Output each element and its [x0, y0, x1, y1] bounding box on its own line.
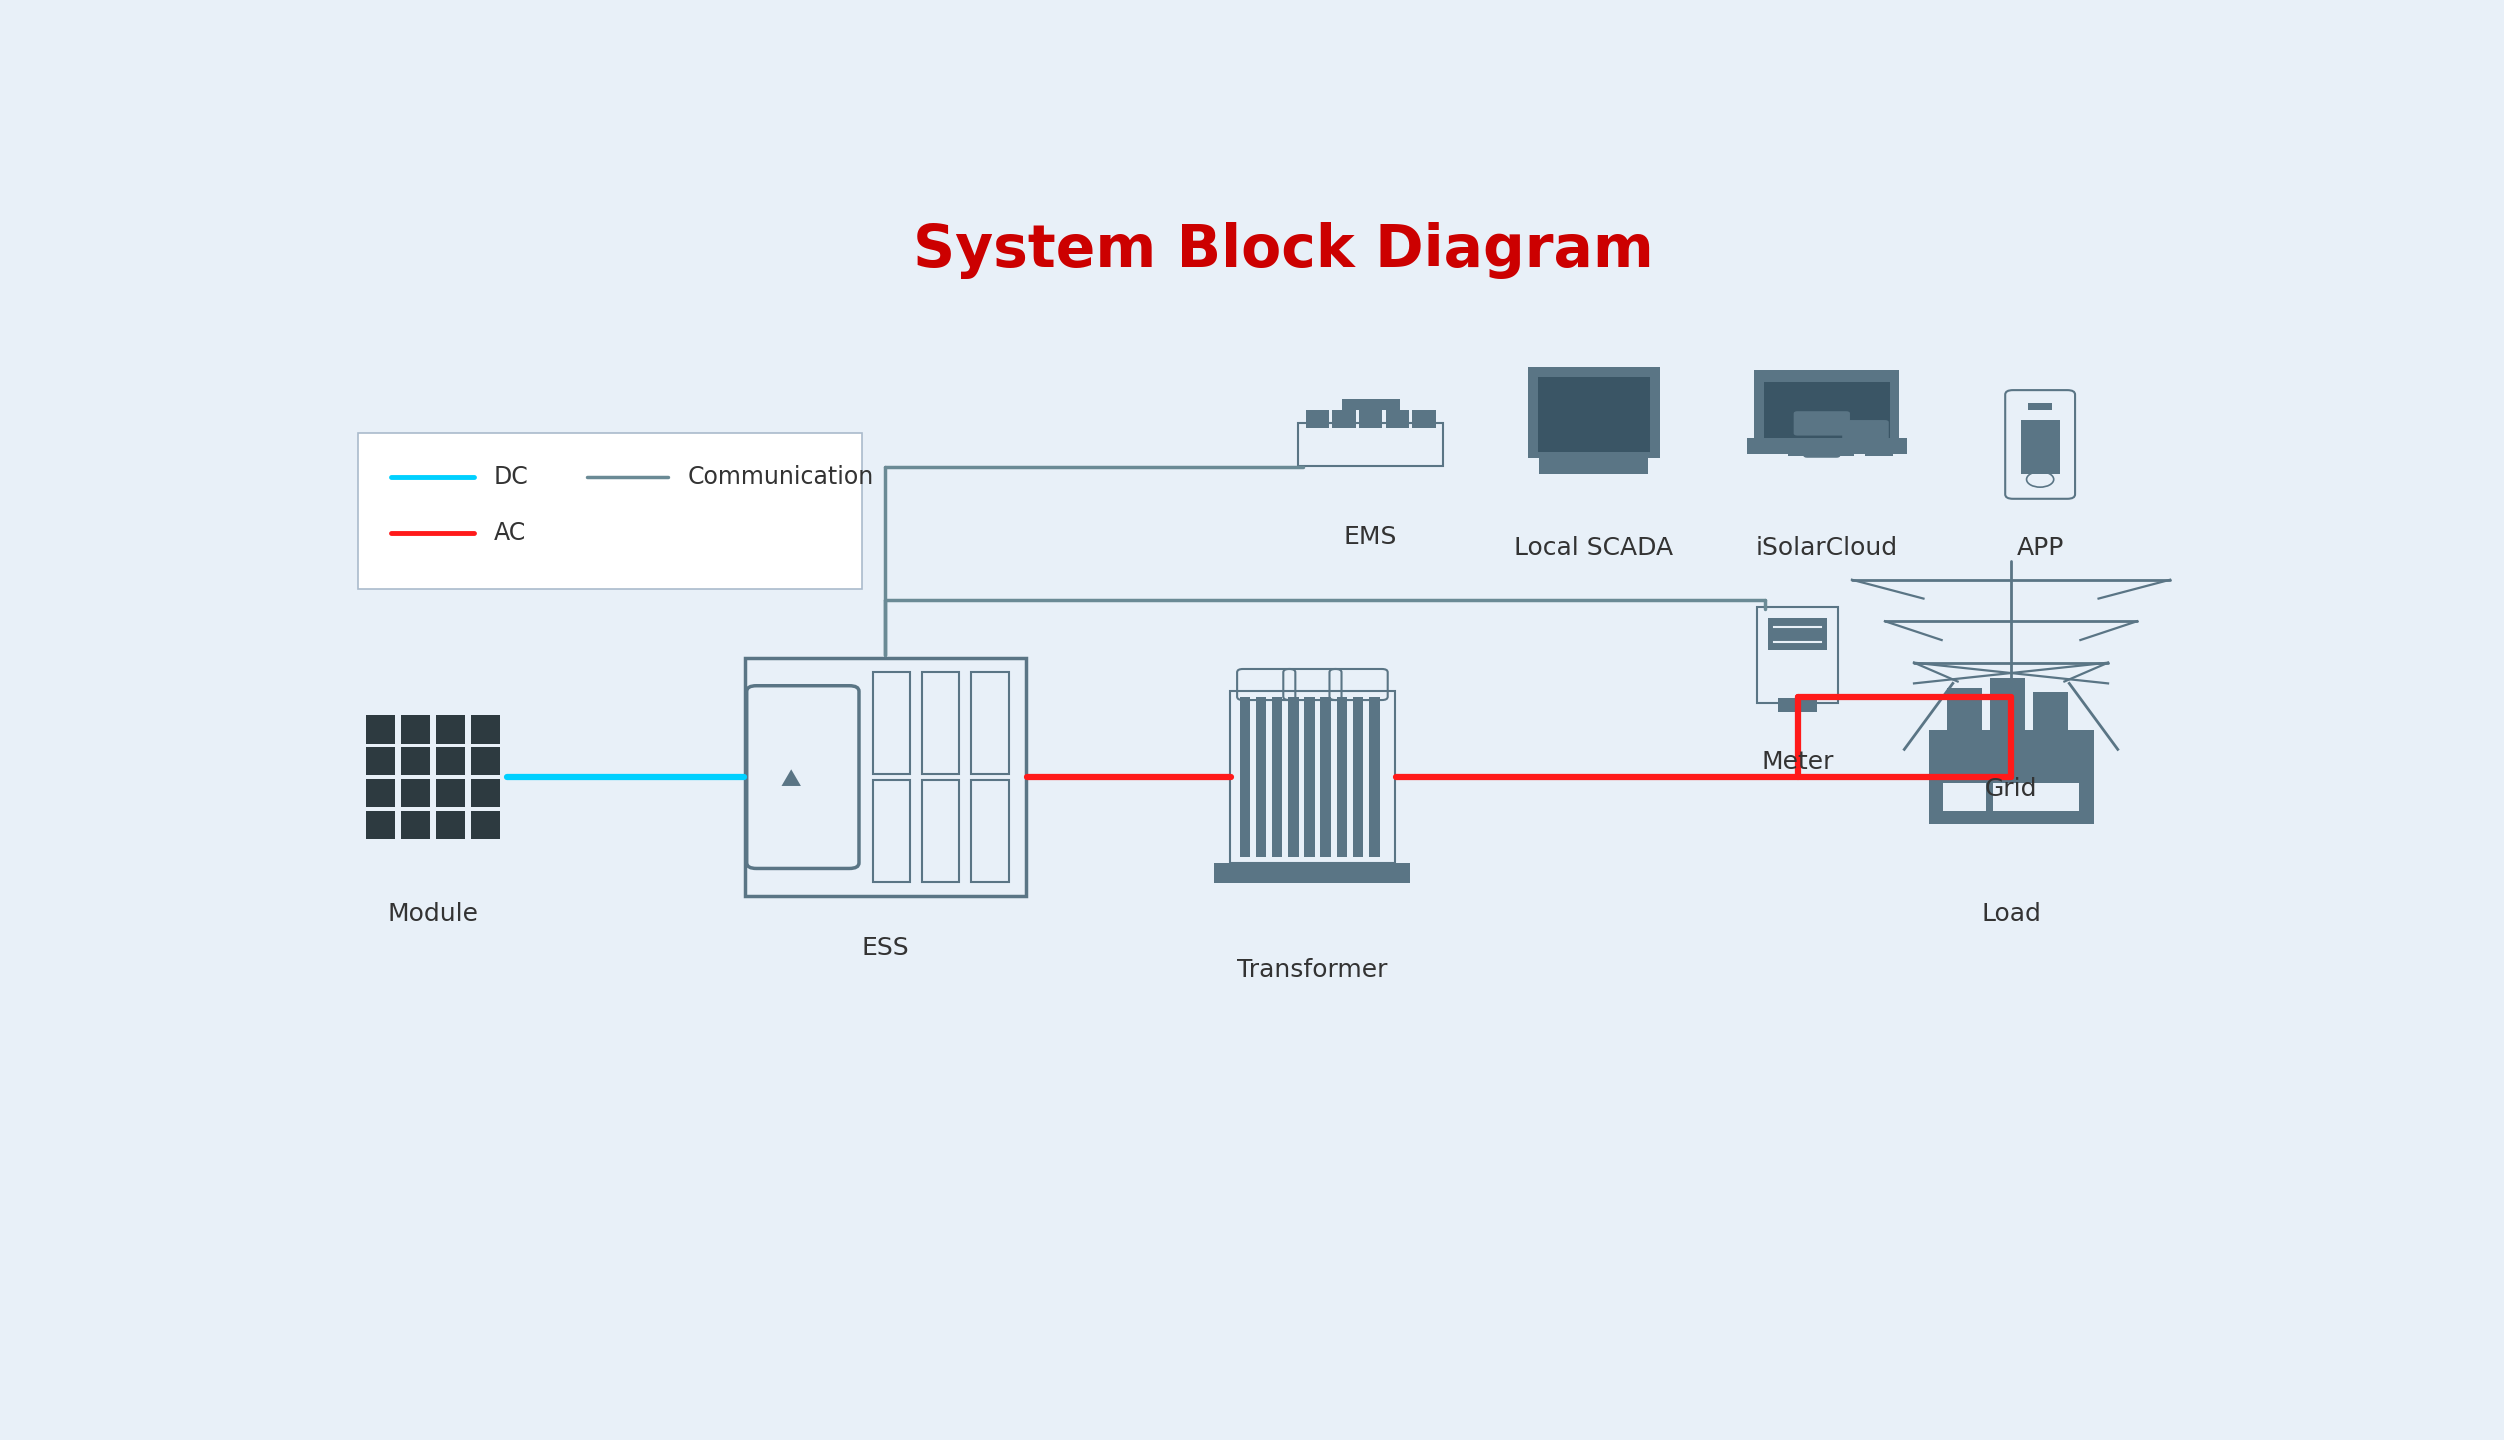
Bar [921, 780, 959, 881]
Bar [436, 747, 466, 775]
FancyBboxPatch shape [358, 433, 861, 589]
Bar [1527, 367, 1660, 458]
Bar [366, 747, 396, 775]
Bar [1305, 697, 1315, 857]
Bar [471, 747, 501, 775]
Bar [1948, 687, 1983, 730]
Bar [1229, 691, 1395, 863]
Bar [1768, 618, 1825, 649]
Bar [2033, 693, 2068, 730]
Bar [1865, 448, 1893, 456]
Text: Transformer: Transformer [1237, 958, 1387, 982]
Bar [1412, 410, 1435, 428]
Bar [471, 811, 501, 840]
Bar [1360, 410, 1382, 428]
Bar [2036, 783, 2078, 811]
Text: Communication: Communication [689, 465, 874, 488]
Bar [744, 658, 1027, 896]
Text: Local SCADA: Local SCADA [1515, 536, 1673, 560]
Bar [1370, 697, 1380, 857]
Text: Meter: Meter [1760, 750, 1833, 775]
Bar [471, 716, 501, 743]
Bar [1297, 423, 1442, 465]
Bar [366, 716, 396, 743]
Bar [1763, 382, 1891, 449]
Bar [1825, 448, 1853, 456]
Polygon shape [781, 769, 801, 786]
FancyBboxPatch shape [1843, 420, 1888, 441]
Text: DC: DC [493, 465, 528, 488]
Bar [1272, 697, 1282, 857]
FancyBboxPatch shape [1793, 412, 1850, 435]
Bar [972, 672, 1009, 773]
Bar [1287, 697, 1300, 857]
Bar [921, 672, 959, 773]
Text: iSolarCloud: iSolarCloud [1755, 536, 1898, 560]
Bar [436, 811, 466, 840]
Bar [401, 716, 431, 743]
Bar [436, 716, 466, 743]
Bar [1540, 456, 1648, 474]
Bar [1305, 410, 1330, 428]
Text: APP: APP [2016, 536, 2063, 560]
Bar [1320, 697, 1332, 857]
Bar [1342, 399, 1400, 410]
Text: Grid: Grid [1986, 778, 2038, 801]
Bar [1337, 697, 1347, 857]
Bar [1239, 697, 1249, 857]
Bar [871, 672, 909, 773]
Text: Module: Module [388, 903, 478, 926]
Bar [1385, 410, 1410, 428]
Bar [1332, 410, 1355, 428]
Bar [401, 779, 431, 808]
Bar [1753, 370, 1901, 452]
Bar [972, 780, 1009, 881]
Bar [471, 779, 501, 808]
Bar [1748, 438, 1906, 455]
Bar [1991, 678, 2026, 730]
FancyBboxPatch shape [1803, 442, 1840, 458]
Bar [2028, 403, 2051, 409]
Bar [871, 780, 909, 881]
Bar [1214, 863, 1410, 883]
Bar [1537, 377, 1650, 452]
Text: Load: Load [1981, 903, 2041, 926]
Text: System Block Diagram: System Block Diagram [914, 222, 1653, 279]
Bar [401, 811, 431, 840]
Bar [1778, 698, 1818, 711]
Bar [1788, 448, 1815, 456]
Bar [1578, 456, 1610, 462]
Bar [401, 747, 431, 775]
Bar [1928, 730, 2093, 824]
Bar [1993, 783, 2036, 811]
Text: ESS: ESS [861, 936, 909, 959]
Bar [2021, 419, 2058, 474]
Bar [1943, 783, 1986, 811]
Bar [1352, 697, 1362, 857]
Bar [1257, 697, 1267, 857]
Bar [366, 811, 396, 840]
Bar [436, 779, 466, 808]
Bar [366, 779, 396, 808]
Text: EMS: EMS [1345, 526, 1397, 549]
Text: AC: AC [493, 521, 526, 546]
